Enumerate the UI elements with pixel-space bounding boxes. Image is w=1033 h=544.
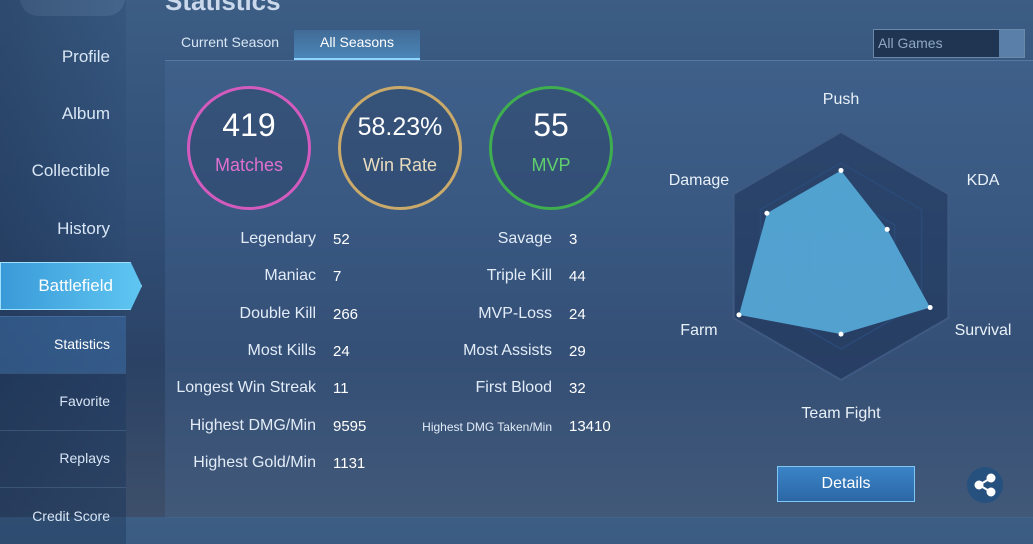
dropdown-arrow bbox=[999, 30, 1024, 57]
summary-value: 58.23% bbox=[357, 113, 443, 141]
stat-value: 266 bbox=[333, 305, 359, 323]
radar-point bbox=[764, 210, 770, 216]
summary-label: MVP bbox=[531, 155, 571, 175]
sidebar: Profile Album Collectible History Statis… bbox=[0, 0, 126, 544]
summary-label: Win Rate bbox=[362, 155, 438, 175]
details-button[interactable]: Details bbox=[777, 466, 915, 502]
stat-value: 24 bbox=[569, 305, 586, 323]
nav-subitem[interactable]: Statistics bbox=[0, 316, 126, 373]
stat-value: 11 bbox=[333, 380, 349, 398]
page-title: Statistics bbox=[165, 0, 281, 16]
stat-label: Highest DMG Taken/Min bbox=[422, 419, 552, 434]
stat-label: Most Kills bbox=[247, 341, 316, 359]
nav-item[interactable]: History bbox=[57, 219, 110, 238]
summary-ring: 58.23% Win Rate bbox=[338, 86, 462, 210]
summary-value: 55 bbox=[533, 107, 569, 143]
radar-axis-label: Team Fight bbox=[801, 405, 881, 422]
radar-axis-label: Survival bbox=[955, 322, 1012, 339]
nav-subitem-label: Statistics bbox=[53, 336, 110, 352]
nav-subitem[interactable]: Favorite bbox=[0, 373, 126, 430]
nav-subitem-label: Credit Score bbox=[32, 508, 110, 524]
stat-value: 44 bbox=[569, 268, 586, 286]
stat-label: Most Assists bbox=[463, 341, 552, 359]
summary-value: 419 bbox=[222, 107, 276, 143]
nav-subitem-label: Favorite bbox=[59, 393, 110, 409]
share-button[interactable] bbox=[967, 467, 1003, 503]
radar-point bbox=[736, 312, 742, 318]
stat-value: 3 bbox=[569, 231, 578, 248]
radar-point bbox=[884, 226, 890, 232]
tab[interactable]: Current Season bbox=[180, 34, 280, 50]
radar-axis-label: Push bbox=[823, 91, 859, 108]
stat-value: 1131 bbox=[333, 454, 366, 472]
stat-label: Double Kill bbox=[239, 304, 316, 322]
stat-value: 29 bbox=[569, 342, 586, 360]
stat-value: 9595 bbox=[333, 417, 367, 435]
summary-label: Matches bbox=[214, 155, 284, 175]
nav-item[interactable]: Collectible bbox=[31, 161, 110, 180]
radar-axis-label: KDA bbox=[967, 172, 1000, 189]
stat-label: Longest Win Streak bbox=[176, 379, 316, 397]
nav-subitem[interactable]: Credit Score bbox=[0, 487, 126, 544]
stat-value: 7 bbox=[333, 268, 342, 286]
stat-value: 13410 bbox=[569, 417, 611, 435]
share-icon bbox=[974, 473, 996, 497]
radar-axis-label: Damage bbox=[669, 172, 730, 189]
filter-dropdown[interactable]: All Games bbox=[873, 29, 1025, 58]
radar-axis-label: Farm bbox=[680, 322, 717, 339]
stat-value: 24 bbox=[333, 342, 350, 360]
stat-label: Maniac bbox=[264, 267, 316, 285]
summary-ring: 55 MVP bbox=[489, 86, 613, 210]
radar-point bbox=[838, 331, 844, 337]
radar-chart: Push KDA Survival Team Fight Farm Damage bbox=[669, 91, 1012, 422]
nav-item-active[interactable]: Battlefield bbox=[0, 262, 142, 310]
stat-label: Savage bbox=[497, 230, 552, 247]
stat-label: First Blood bbox=[475, 379, 552, 397]
stat-label: Triple Kill bbox=[486, 267, 552, 285]
tab-active[interactable]: All Seasons bbox=[294, 30, 420, 60]
nav-item-label: Battlefield bbox=[38, 276, 113, 295]
nav-subitem[interactable]: Replays bbox=[0, 430, 126, 487]
stat-value: 32 bbox=[569, 380, 586, 398]
radar-point bbox=[927, 304, 933, 310]
stat-value: 52 bbox=[333, 231, 350, 248]
stat-label: MVP-Loss bbox=[478, 304, 552, 322]
radar-point bbox=[838, 167, 844, 173]
stat-label: Highest Gold/Min bbox=[193, 453, 316, 471]
radar-ring bbox=[759, 162, 923, 350]
nav-item[interactable]: Album bbox=[61, 104, 110, 123]
radar-area bbox=[738, 170, 931, 335]
summary-ring: 419 Matches bbox=[187, 86, 311, 210]
stat-label: Legendary bbox=[240, 230, 316, 247]
logo bbox=[20, 0, 125, 16]
nav-item[interactable]: Profile bbox=[61, 47, 110, 66]
stat-label: Highest DMG/Min bbox=[189, 416, 316, 434]
nav-subitem-label: Replays bbox=[59, 450, 110, 466]
filter-label: All Games bbox=[878, 35, 943, 51]
